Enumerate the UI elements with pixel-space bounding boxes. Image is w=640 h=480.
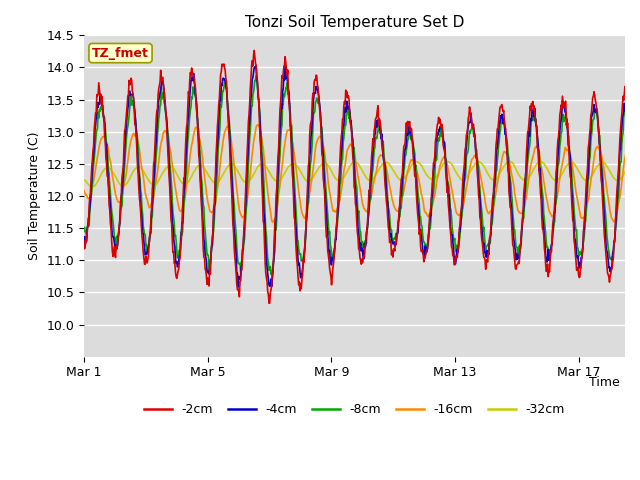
- Y-axis label: Soil Temperature (C): Soil Temperature (C): [28, 132, 41, 260]
- -16cm: [284, 127, 292, 133]
- -2cm: [284, 67, 292, 73]
- -2cm: [211, 188, 219, 193]
- -8cm: [637, 257, 640, 263]
- -2cm: [266, 300, 273, 306]
- -4cm: [211, 202, 219, 207]
- -8cm: [284, 91, 292, 97]
- -2cm: [531, 111, 538, 117]
- Line: -8cm: -8cm: [84, 76, 640, 275]
- -4cm: [284, 82, 292, 87]
- -8cm: [268, 272, 276, 278]
- -16cm: [531, 146, 538, 152]
- -2cm: [637, 279, 640, 285]
- -32cm: [530, 166, 538, 171]
- -16cm: [397, 203, 404, 208]
- -2cm: [80, 238, 88, 244]
- -32cm: [637, 167, 640, 172]
- -4cm: [80, 236, 88, 241]
- -4cm: [397, 193, 404, 199]
- -4cm: [234, 284, 242, 290]
- -4cm: [252, 62, 260, 68]
- -32cm: [80, 177, 88, 182]
- -16cm: [254, 122, 262, 128]
- Line: -16cm: -16cm: [84, 125, 640, 222]
- -8cm: [80, 227, 88, 232]
- -8cm: [211, 205, 219, 211]
- -32cm: [100, 166, 108, 172]
- -2cm: [397, 187, 404, 192]
- -32cm: [88, 184, 96, 190]
- -32cm: [212, 180, 220, 186]
- -4cm: [314, 85, 321, 91]
- -4cm: [637, 273, 640, 278]
- Legend: -2cm, -4cm, -8cm, -16cm, -32cm: -2cm, -4cm, -8cm, -16cm, -32cm: [139, 398, 570, 421]
- -8cm: [397, 204, 404, 209]
- -16cm: [80, 187, 88, 193]
- -2cm: [314, 82, 321, 88]
- -2cm: [250, 48, 258, 53]
- Title: Tonzi Soil Temperature Set D: Tonzi Soil Temperature Set D: [244, 15, 464, 30]
- -4cm: [531, 106, 538, 111]
- -16cm: [269, 219, 276, 225]
- X-axis label: Time: Time: [589, 376, 620, 389]
- Line: -2cm: -2cm: [84, 50, 640, 303]
- Line: -32cm: -32cm: [84, 161, 640, 187]
- -16cm: [211, 203, 219, 209]
- -8cm: [252, 73, 260, 79]
- -8cm: [100, 113, 108, 119]
- -32cm: [313, 168, 321, 174]
- -8cm: [314, 96, 321, 102]
- -16cm: [314, 137, 321, 143]
- -16cm: [100, 134, 108, 140]
- -4cm: [100, 118, 108, 124]
- -8cm: [531, 115, 538, 121]
- Text: TZ_fmet: TZ_fmet: [92, 47, 149, 60]
- Line: -4cm: -4cm: [84, 65, 640, 287]
- -32cm: [537, 158, 545, 164]
- -2cm: [100, 114, 108, 120]
- -32cm: [396, 177, 404, 182]
- -32cm: [284, 166, 291, 172]
- -16cm: [637, 207, 640, 213]
